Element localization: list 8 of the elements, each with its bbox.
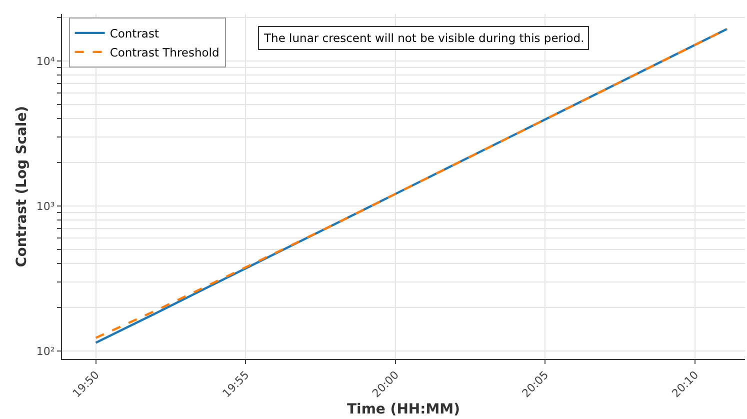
x-axis-title: Time (HH:MM): [347, 401, 460, 418]
y-tick-label: 10²: [36, 344, 55, 358]
y-tick-label: 10³: [36, 200, 55, 213]
y-tick-label: 10⁴: [36, 54, 56, 68]
y-axis-title: Contrast (Log Scale): [14, 106, 30, 268]
legend-label: Contrast: [110, 26, 160, 40]
legend-label: Contrast Threshold: [110, 45, 220, 60]
annotation: The lunar crescent will not be visible during this period.: [263, 31, 584, 45]
